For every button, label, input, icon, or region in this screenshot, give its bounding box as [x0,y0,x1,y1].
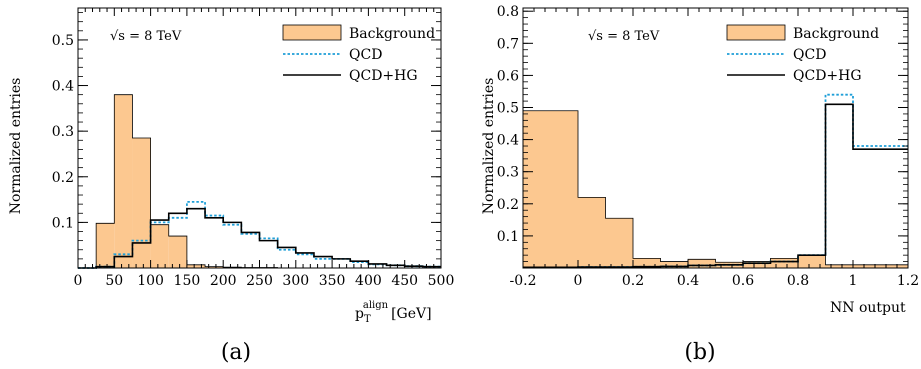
a-xtick-label: 100 [137,273,164,289]
a-bin-background-1 [96,223,115,268]
b-xtick-label: 1 [849,273,858,289]
panel-a-histograms [78,94,441,269]
a-bin-background-5 [168,236,187,268]
panel-b-legend: Background QCD QCD+HG [726,24,879,84]
b-legend-swatch-background [726,24,786,41]
panel-b-annotation: √s = 8 TeV [588,29,660,44]
b-bin-background-2 [578,197,606,268]
b-ytick-label: 0.2 [497,197,519,213]
a-xtick-label: 250 [246,273,273,289]
panel-a-ylabel: Normalized entries [8,78,24,215]
b-legend-label-qcd-hg: QCD+HG [793,68,862,84]
panel-b-ticks: -0.2 0 0.2 0.4 0.6 0.8 1 1.2 0.1 0.2 0.3 0.4 0.5 0.6 0… [497,4,919,289]
b-bin-background-4 [633,258,661,268]
a-bin-background-6 [186,264,206,268]
b-bin-background-11 [825,264,853,268]
a-ytick-label: 0.3 [52,124,74,140]
panel-b-frame [522,7,909,269]
a-xtick-label: 450 [391,273,418,289]
a-ytick-label: 0.2 [52,170,74,186]
b-bin-background-0 [523,110,551,268]
panel-b: -0.2 0 0.2 0.4 0.6 0.8 1 1.2 0.1 0.2 0.3 0.4 0.5 0.6 0… [481,4,919,365]
panel-b-ylabel: Normalized entries [481,78,497,215]
b-xtick-label: -0.2 [510,273,537,289]
b-ytick-label: 0.4 [497,133,519,149]
b-xtick-label: 0.4 [677,273,699,289]
a-legend-label-qcd: QCD [349,47,382,63]
a-xtick-label: 200 [210,273,237,289]
panel-b-label: (b) [684,340,715,365]
a-xtick-label: 350 [319,273,346,289]
b-bin-background-6 [688,259,716,268]
panel-b-histograms [522,93,909,269]
b-ytick-label: 0.1 [497,229,519,245]
panel-a-xlabel-sub: T [364,314,371,325]
a-bin-background-7 [205,266,224,268]
a-xtick-label: 0 [74,273,83,289]
a-bin-background-3 [132,138,151,268]
b-ytick-label: 0.8 [497,4,519,20]
b-ytick-label: 0.6 [497,68,519,84]
b-xtick-label: 0.6 [732,273,754,289]
b-bin-background-10 [798,255,826,268]
a-xtick-label: 500 [428,273,455,289]
panel-a-xlabel: pTalign[GeV] [355,300,432,325]
b-ytick-label: 0.5 [497,101,519,117]
a-ytick-label: 0.5 [52,33,74,49]
a-xtick-label: 300 [282,273,309,289]
a-bin-background-4 [150,224,169,268]
b-ytick-label: 0.3 [497,165,519,181]
a-xtick-label: 150 [174,273,201,289]
b-xtick-label: 0.8 [787,273,809,289]
panel-a-xlabel-sup: align [363,300,389,311]
b-legend-label-qcd: QCD [793,47,826,63]
a-legend-label-qcd-hg: QCD+HG [349,68,418,84]
panel-a-label: (a) [221,340,251,365]
a-ytick-label: 0.4 [52,79,74,95]
b-bin-background-8 [743,261,771,268]
a-ytick-label: 0.1 [52,215,74,231]
b-xtick-label: 1.2 [897,273,919,289]
b-xtick-label: 0.2 [622,273,644,289]
panel-a-xlabel-main: p [355,306,364,322]
b-ytick-label: 0.7 [497,36,519,52]
b-bin-background-12 [853,264,908,268]
a-line-qcd-hg [78,207,441,269]
b-bin-background-9 [770,258,798,268]
a-legend-label-background: Background [349,26,435,42]
a-legend-swatch-background [282,24,342,41]
b-legend-label-background: Background [793,26,879,42]
a-bin-background-2 [114,94,133,269]
panel-a-annotation: √s = 8 TeV [110,29,182,44]
panel-b-xlabel: NN output [830,300,906,316]
a-xtick-label: 400 [355,273,382,289]
panel-a-legend: Background QCD QCD+HG [282,24,435,84]
panel-a-xlabel-unit: [GeV] [391,306,432,322]
b-line-qcd-hg [523,103,908,269]
panel-a: 0 50 100 150 200 250 300 350 400 450 500 0.1 0.2 0.3 0… [8,7,455,365]
a-xtick-label: 50 [105,273,123,289]
b-xtick-label: 0 [574,273,583,289]
b-bin-background-5 [660,261,688,268]
panel-a-ticks: 0 50 100 150 200 250 300 350 400 450 500 0.1 0.2 0.3 0… [52,8,455,289]
b-bin-background-1 [550,110,578,268]
b-bin-background-3 [605,218,633,268]
